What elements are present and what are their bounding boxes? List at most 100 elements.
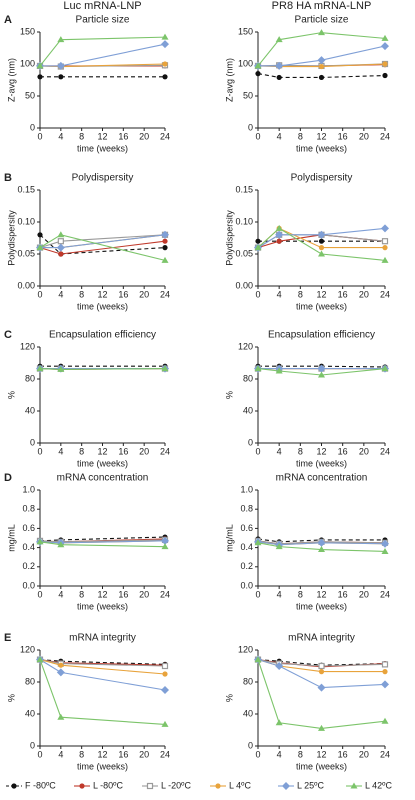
marker [317,538,326,547]
marker [162,61,168,67]
x-tick-label: 24 [380,131,390,141]
series-line [257,368,386,376]
panel-label: D [4,472,12,484]
marker [162,245,168,251]
marker [317,683,326,692]
x-tick-label: 4 [277,289,282,299]
x-tick-label: 16 [118,589,128,599]
marker [318,238,325,244]
x-axis-label: time (weeks) [296,761,347,771]
y-tick-label: 40 [25,708,35,718]
marker [275,224,283,231]
x-tick-label: 4 [58,131,63,141]
x-axis-label: time (weeks) [77,601,128,611]
marker [318,546,325,553]
y-tick-label: 100 [238,58,253,68]
x-tick-label: 24 [160,749,170,759]
y-axis-label: mg/mL [6,524,16,552]
x-tick-label: 8 [298,289,303,299]
x-tick-label: 20 [359,289,369,299]
marker [382,245,388,251]
panel-label: E [4,632,11,644]
marker [318,724,325,731]
marker [57,238,64,245]
x-tick-label: 4 [277,131,282,141]
x-tick-label: 0 [255,131,260,141]
y-tick-label: 80 [243,676,253,686]
x-tick-label: 20 [139,289,149,299]
x-tick-label: 16 [118,749,128,759]
x-tick-label: 8 [298,589,303,599]
y-tick-label: 40 [243,708,253,718]
marker [57,541,65,548]
marker [381,680,389,689]
x-tick-label: 0 [255,289,260,299]
x-tick-label: 12 [316,131,326,141]
y-tick-label: 1.0 [240,484,253,494]
marker [161,40,169,49]
y-axis-label: % [6,391,16,399]
x-tick-label: 4 [277,749,282,759]
x-tick-label: 20 [139,131,149,141]
y-tick-label: 0.6 [240,523,253,533]
marker [382,72,388,79]
series-line [257,541,386,546]
x-tick-label: 20 [139,589,149,599]
marker [318,74,325,81]
marker [317,364,326,373]
x-tick-label: 12 [97,446,107,456]
panel-label: C [4,329,12,341]
y-tick-label: 0.10 [235,216,253,226]
y-axis-label: Z-avg (nm) [224,58,234,102]
x-tick-label: 8 [79,131,84,141]
x-tick-label: 20 [359,749,369,759]
marker [381,256,389,263]
y-tick-label: 150 [238,26,253,36]
legend-label: L -80ºC [93,780,123,790]
marker [381,717,389,724]
series-line [257,538,385,543]
x-tick-label: 4 [277,446,282,456]
chart-title: Particle size [76,15,130,26]
y-tick-label: 0 [30,122,35,132]
marker [254,656,262,663]
column-heading: PR8 HA mRNA-LNP [272,0,372,12]
marker [318,250,325,257]
x-tick-label: 16 [338,289,348,299]
series-line [258,365,386,368]
y-tick-label: 120 [20,644,35,654]
marker [381,238,389,245]
y-axis-label: % [6,694,16,702]
x-tick-label: 8 [298,446,303,456]
x-tick-label: 12 [97,749,107,759]
y-tick-label: 50 [243,90,253,100]
marker [276,74,282,81]
series-line [257,540,386,545]
x-tick-label: 16 [118,446,128,456]
x-tick-label: 12 [97,589,107,599]
y-tick-label: 120 [20,341,35,351]
marker [161,720,169,727]
x-axis-label: time (weeks) [77,301,128,311]
y-tick-label: 0 [248,122,253,132]
x-axis-label: time (weeks) [77,143,128,153]
x-tick-label: 0 [37,131,42,141]
marker [58,251,64,257]
marker [58,74,64,80]
y-tick-label: 40 [25,405,35,415]
x-tick-label: 8 [79,289,84,299]
y-tick-label: 80 [25,676,35,686]
y-tick-label: 0 [248,740,253,750]
marker [161,686,169,694]
marker [254,62,262,69]
marker [162,671,168,677]
y-tick-label: 0.10 [17,216,35,226]
y-tick-label: 50 [25,90,35,100]
y-axis-label: Z-avg (nm) [6,58,16,102]
x-axis-label: time (weeks) [77,458,128,468]
x-tick-label: 8 [79,589,84,599]
marker [161,230,169,239]
marker [318,662,325,670]
x-axis-label: time (weeks) [296,301,347,311]
